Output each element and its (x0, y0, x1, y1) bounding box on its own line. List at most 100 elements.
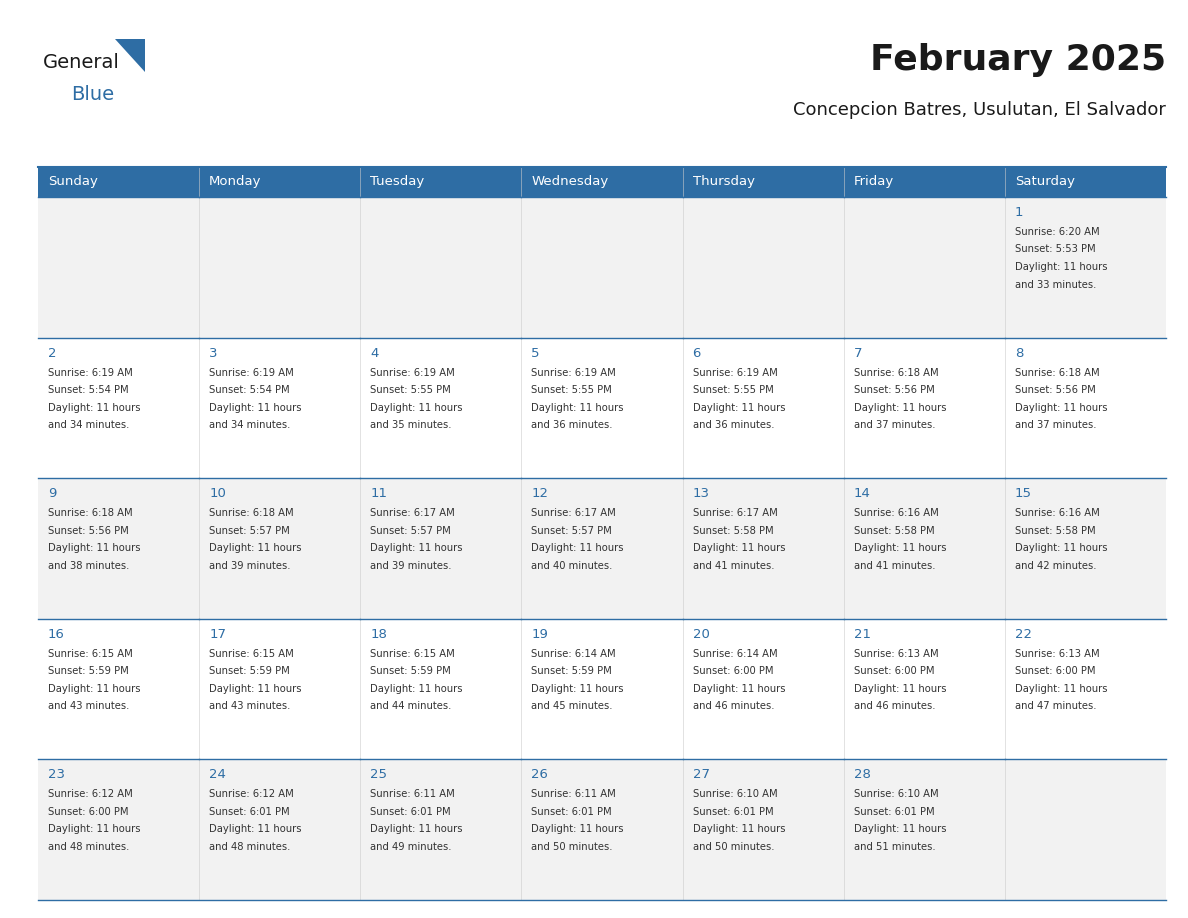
Text: 7: 7 (854, 347, 862, 360)
Text: 27: 27 (693, 768, 709, 781)
Text: 6: 6 (693, 347, 701, 360)
Text: Sunrise: 6:13 AM: Sunrise: 6:13 AM (854, 649, 939, 659)
Text: and 40 minutes.: and 40 minutes. (531, 561, 613, 571)
Text: Sunset: 5:56 PM: Sunset: 5:56 PM (1015, 385, 1095, 395)
Text: Daylight: 11 hours: Daylight: 11 hours (531, 824, 624, 834)
Text: 28: 28 (854, 768, 871, 781)
Text: Wednesday: Wednesday (531, 175, 608, 188)
Text: Sunset: 5:57 PM: Sunset: 5:57 PM (531, 526, 612, 536)
Text: Sunrise: 6:12 AM: Sunrise: 6:12 AM (209, 789, 293, 800)
Text: Sunrise: 6:15 AM: Sunrise: 6:15 AM (209, 649, 293, 659)
Bar (360, 759, 522, 900)
Text: Daylight: 11 hours: Daylight: 11 hours (854, 543, 946, 554)
Text: Sunrise: 6:19 AM: Sunrise: 6:19 AM (531, 367, 617, 377)
Text: Daylight: 11 hours: Daylight: 11 hours (1015, 262, 1107, 272)
Bar (360, 619, 522, 759)
Text: Daylight: 11 hours: Daylight: 11 hours (531, 684, 624, 694)
Text: 26: 26 (531, 768, 549, 781)
Bar (843, 167, 1005, 197)
Text: Sunset: 5:59 PM: Sunset: 5:59 PM (48, 666, 128, 677)
Text: Daylight: 11 hours: Daylight: 11 hours (48, 824, 140, 834)
Text: Sunset: 5:57 PM: Sunset: 5:57 PM (371, 526, 451, 536)
Text: Daylight: 11 hours: Daylight: 11 hours (371, 543, 463, 554)
Text: Sunrise: 6:19 AM: Sunrise: 6:19 AM (693, 367, 777, 377)
Text: Daylight: 11 hours: Daylight: 11 hours (693, 543, 785, 554)
Text: Sunrise: 6:12 AM: Sunrise: 6:12 AM (48, 789, 133, 800)
Text: Sunset: 5:58 PM: Sunset: 5:58 PM (693, 526, 773, 536)
Text: Daylight: 11 hours: Daylight: 11 hours (693, 824, 785, 834)
Text: February 2025: February 2025 (870, 43, 1165, 77)
Text: Daylight: 11 hours: Daylight: 11 hours (531, 403, 624, 412)
Bar (1005, 478, 1165, 619)
Bar (683, 619, 843, 759)
Text: 3: 3 (209, 347, 217, 360)
Text: Daylight: 11 hours: Daylight: 11 hours (854, 824, 946, 834)
Bar (360, 478, 522, 619)
Bar (360, 167, 522, 197)
Text: Sunrise: 6:18 AM: Sunrise: 6:18 AM (209, 509, 293, 518)
Bar (683, 478, 843, 619)
Bar (200, 759, 360, 900)
Text: and 41 minutes.: and 41 minutes. (693, 561, 775, 571)
Text: Sunrise: 6:19 AM: Sunrise: 6:19 AM (48, 367, 133, 377)
Text: and 42 minutes.: and 42 minutes. (1015, 561, 1097, 571)
Text: 20: 20 (693, 628, 709, 641)
Text: 17: 17 (209, 628, 226, 641)
Text: Daylight: 11 hours: Daylight: 11 hours (1015, 403, 1107, 412)
Text: Sunrise: 6:20 AM: Sunrise: 6:20 AM (1015, 227, 1099, 237)
Text: and 50 minutes.: and 50 minutes. (531, 842, 613, 852)
Text: and 48 minutes.: and 48 minutes. (209, 842, 291, 852)
Text: Thursday: Thursday (693, 175, 754, 188)
Bar (38, 619, 200, 759)
Bar (522, 167, 683, 197)
Bar (1005, 167, 1165, 197)
Text: Sunrise: 6:18 AM: Sunrise: 6:18 AM (1015, 367, 1099, 377)
Text: Monday: Monday (209, 175, 261, 188)
Text: Sunrise: 6:10 AM: Sunrise: 6:10 AM (693, 789, 777, 800)
Bar (683, 338, 843, 478)
Text: 9: 9 (48, 487, 56, 500)
Bar (843, 759, 1005, 900)
Text: 14: 14 (854, 487, 871, 500)
Text: Sunrise: 6:15 AM: Sunrise: 6:15 AM (371, 649, 455, 659)
Bar (843, 478, 1005, 619)
Text: Sunrise: 6:18 AM: Sunrise: 6:18 AM (854, 367, 939, 377)
Bar (843, 338, 1005, 478)
Text: Sunrise: 6:11 AM: Sunrise: 6:11 AM (531, 789, 617, 800)
Text: 1: 1 (1015, 206, 1023, 219)
Bar (1005, 619, 1165, 759)
Text: Daylight: 11 hours: Daylight: 11 hours (48, 543, 140, 554)
Text: 2: 2 (48, 347, 57, 360)
Text: Sunset: 5:55 PM: Sunset: 5:55 PM (531, 385, 612, 395)
Bar (360, 338, 522, 478)
Bar (200, 167, 360, 197)
Text: Daylight: 11 hours: Daylight: 11 hours (854, 684, 946, 694)
Bar (843, 197, 1005, 338)
Bar (38, 167, 200, 197)
Text: Daylight: 11 hours: Daylight: 11 hours (693, 684, 785, 694)
Text: General: General (43, 53, 120, 72)
Text: Daylight: 11 hours: Daylight: 11 hours (209, 824, 302, 834)
Text: 11: 11 (371, 487, 387, 500)
Text: Daylight: 11 hours: Daylight: 11 hours (48, 403, 140, 412)
Text: 23: 23 (48, 768, 65, 781)
Text: Daylight: 11 hours: Daylight: 11 hours (371, 403, 463, 412)
Text: Sunset: 6:00 PM: Sunset: 6:00 PM (1015, 666, 1095, 677)
Text: 4: 4 (371, 347, 379, 360)
Text: 12: 12 (531, 487, 549, 500)
Bar (522, 619, 683, 759)
Text: and 44 minutes.: and 44 minutes. (371, 701, 451, 711)
Bar (683, 197, 843, 338)
Text: Sunset: 6:01 PM: Sunset: 6:01 PM (371, 807, 451, 817)
Text: Sunrise: 6:14 AM: Sunrise: 6:14 AM (693, 649, 777, 659)
Text: and 38 minutes.: and 38 minutes. (48, 561, 129, 571)
Text: 13: 13 (693, 487, 709, 500)
Text: Sunset: 6:01 PM: Sunset: 6:01 PM (209, 807, 290, 817)
Text: Sunset: 5:59 PM: Sunset: 5:59 PM (531, 666, 612, 677)
Bar (1005, 338, 1165, 478)
Text: Daylight: 11 hours: Daylight: 11 hours (371, 824, 463, 834)
Text: Sunrise: 6:11 AM: Sunrise: 6:11 AM (371, 789, 455, 800)
Text: Sunrise: 6:19 AM: Sunrise: 6:19 AM (209, 367, 293, 377)
Text: and 37 minutes.: and 37 minutes. (854, 420, 935, 431)
Text: 10: 10 (209, 487, 226, 500)
